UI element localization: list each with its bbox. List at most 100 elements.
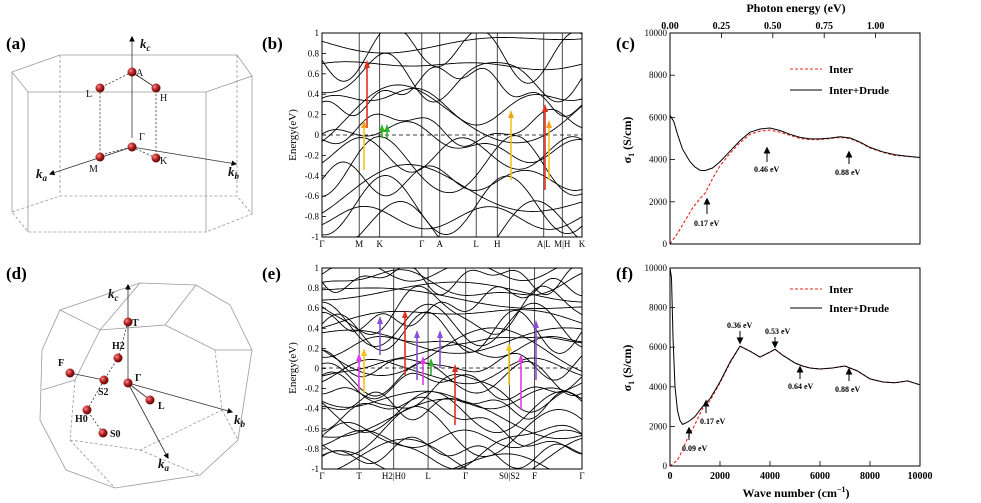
transition-arrowhead bbox=[377, 316, 383, 324]
label-L: L bbox=[86, 89, 92, 100]
ytick-label: 2000 bbox=[649, 197, 668, 207]
label-H0: H0 bbox=[75, 414, 88, 425]
ytick-label: -0.8 bbox=[305, 444, 320, 454]
point-F bbox=[65, 368, 75, 378]
ytick-label: -1 bbox=[312, 464, 320, 474]
point-S0 bbox=[98, 428, 108, 438]
ytick-label: 4000 bbox=[649, 382, 668, 392]
point-H0 bbox=[82, 405, 92, 415]
panel-b: (b) Energy(eV) 1 0.8 0.6 0.4 0.2 0 -0.2 -0.4 -0.… bbox=[262, 28, 586, 249]
band-line bbox=[322, 52, 583, 103]
label-H2: H2 bbox=[112, 341, 125, 352]
panel-c: (c) Photon energy (eV) 0.00 0.25 0.50 0.75 1… bbox=[616, 1, 921, 249]
label-S2: S2 bbox=[98, 387, 109, 398]
annotation-c-088: 0.88 eV bbox=[835, 168, 861, 177]
panel-f-label: (f) bbox=[616, 264, 633, 283]
panel-c-label: (c) bbox=[616, 34, 635, 53]
panel-c-top-title: Photon energy (eV) bbox=[746, 1, 845, 15]
transition-arrowhead bbox=[518, 354, 524, 362]
kpoint-label: A|L bbox=[537, 239, 551, 249]
series-inter bbox=[669, 129, 921, 245]
ytick-label: -1 bbox=[312, 232, 320, 242]
ytick-label: 0.2 bbox=[308, 343, 319, 353]
band-line bbox=[321, 349, 583, 381]
kpoint-label: Γ bbox=[319, 471, 324, 481]
kpoint-label: H bbox=[494, 239, 501, 249]
point-T bbox=[123, 317, 133, 327]
ytick-label: -0.2 bbox=[305, 150, 319, 160]
ytick-label: 0.8 bbox=[308, 48, 320, 58]
panel-c-frame bbox=[669, 32, 921, 245]
band-line bbox=[321, 361, 583, 397]
band-line bbox=[321, 309, 583, 329]
band-line bbox=[321, 406, 583, 457]
band-line bbox=[321, 269, 583, 296]
kpoint-label: Γ bbox=[579, 471, 584, 481]
axis-kc: kc bbox=[140, 36, 151, 53]
ytick-label: -0.2 bbox=[305, 384, 319, 394]
band-line bbox=[321, 37, 583, 54]
top-tick-label: 0.75 bbox=[815, 21, 833, 32]
label-L-d: L bbox=[158, 401, 165, 412]
transition-arrowhead bbox=[402, 310, 408, 318]
ytick-label: 0.6 bbox=[308, 303, 320, 313]
band-line bbox=[321, 66, 583, 117]
top-tick-label: 0.25 bbox=[713, 21, 731, 32]
kpoint-label: M|H bbox=[554, 239, 571, 249]
ytick-label: 2000 bbox=[649, 421, 668, 431]
panel-d: (d) bbox=[6, 264, 253, 489]
annotation-f-064: 0.64 eV bbox=[788, 382, 814, 391]
panel-b-label: (b) bbox=[262, 34, 283, 53]
ytick-label: 0 bbox=[315, 130, 320, 140]
ytick-label: 0.8 bbox=[308, 283, 320, 293]
band-line bbox=[321, 357, 583, 385]
point-M bbox=[95, 152, 105, 162]
transitions-e bbox=[356, 310, 539, 425]
annotation-f-036: 0.36 eV bbox=[727, 321, 753, 330]
band-line bbox=[321, 436, 583, 469]
xtick-label: 2000 bbox=[710, 471, 730, 482]
xtick-label: 0 bbox=[668, 471, 673, 482]
band-line bbox=[321, 285, 583, 335]
band-line bbox=[321, 161, 583, 197]
panel-c-ylabel: σ1 (S/cm) bbox=[620, 117, 636, 164]
transition-arrowhead bbox=[506, 343, 512, 351]
panel-a-label: (a) bbox=[6, 34, 26, 53]
ytick-label: 1 bbox=[315, 28, 320, 38]
kpoint-label: K bbox=[376, 239, 383, 249]
legend-f: Inter Inter+Drude bbox=[790, 284, 889, 315]
point-A bbox=[127, 67, 137, 77]
axis-ka-d: ka bbox=[158, 456, 170, 473]
legend-c: Inter Inter+Drude bbox=[790, 64, 889, 97]
bz-paths-a bbox=[48, 35, 238, 176]
transition-arrowhead bbox=[356, 353, 362, 361]
ytick-label: -0.4 bbox=[305, 404, 320, 414]
label-K: K bbox=[160, 156, 168, 167]
panel-e-frame bbox=[321, 267, 583, 470]
ytick-label: 0.2 bbox=[308, 110, 319, 120]
panel-e-ylabel: Energy(eV) bbox=[287, 342, 299, 394]
kpoint-label: A bbox=[437, 239, 444, 249]
ytick-label: -0.8 bbox=[305, 212, 320, 222]
bz-points-d bbox=[65, 317, 155, 438]
annotation-c-017: 0.17 eV bbox=[694, 219, 720, 228]
point-S2 bbox=[99, 375, 109, 385]
point-Gamma-d bbox=[123, 378, 133, 388]
panel-c-plot bbox=[669, 115, 921, 245]
annotation-f-088: 0.88 eV bbox=[835, 385, 861, 394]
point-L bbox=[95, 83, 105, 93]
series-inter-drude bbox=[669, 115, 921, 172]
transition-arrowhead bbox=[533, 320, 539, 328]
legend-label-drude-f: Inter+Drude bbox=[829, 303, 889, 315]
kpoint-label: K bbox=[579, 239, 586, 249]
kpoint-label: M bbox=[355, 239, 363, 249]
bz-polyhedron bbox=[39, 282, 253, 489]
band-line bbox=[321, 108, 583, 147]
series-inter-drude bbox=[669, 267, 921, 426]
hex-prism bbox=[11, 54, 253, 233]
band-structure-b bbox=[321, 32, 583, 238]
axis-ka: ka bbox=[36, 166, 48, 183]
band-line bbox=[321, 327, 583, 354]
xtick-label: 10000 bbox=[908, 471, 933, 482]
